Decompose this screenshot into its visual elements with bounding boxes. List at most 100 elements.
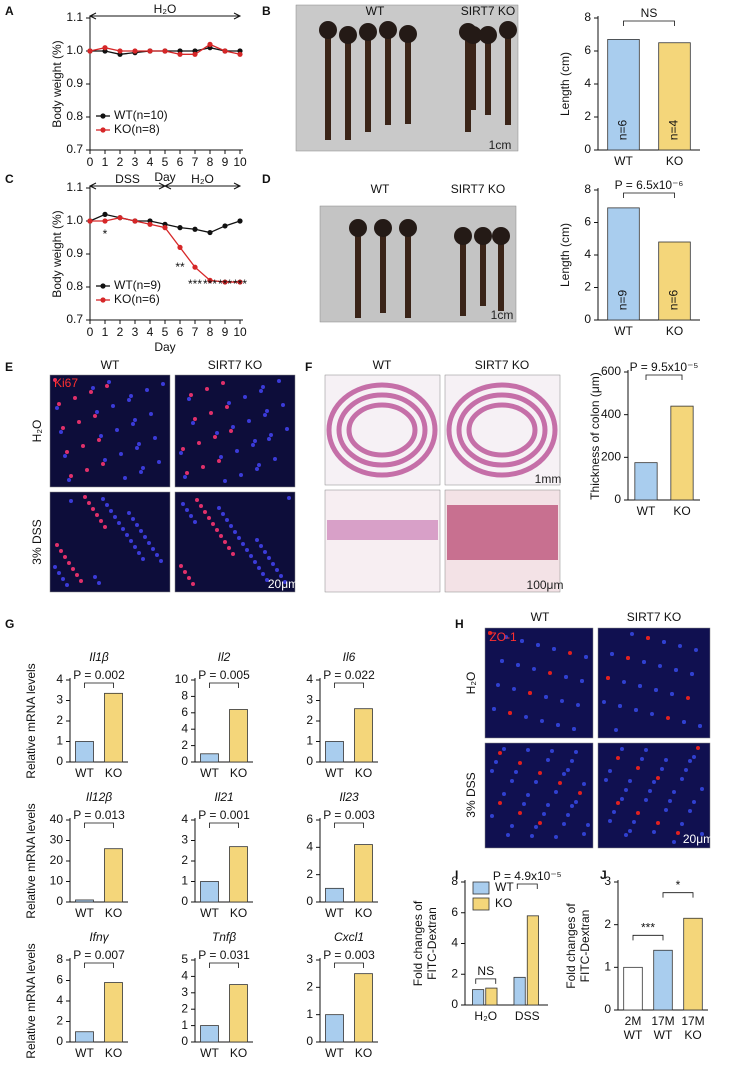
nucleus <box>115 428 119 432</box>
annotation: P = 9.5x10⁻⁵ <box>630 360 699 374</box>
nucleus <box>257 463 261 467</box>
image-label: SIRT7 KO <box>461 4 515 18</box>
y-tick-label: 3 <box>181 833 188 847</box>
x-tick-label: 8 <box>207 325 214 339</box>
nucleus <box>582 782 586 786</box>
x-tick-label: KO <box>105 766 122 780</box>
image-label: WT <box>366 4 385 18</box>
annotation: P = 0.007 <box>73 948 125 962</box>
nucleus <box>91 507 95 511</box>
nucleus <box>492 707 496 711</box>
nucleus <box>566 813 570 817</box>
nucleus <box>235 449 239 453</box>
nucleus <box>644 748 648 752</box>
bracket <box>84 822 114 828</box>
y-tick-label: 8 <box>584 182 591 196</box>
nucleus <box>233 530 237 534</box>
y-axis-title: FITC-Dextran <box>425 907 439 980</box>
x-tick-label: WT <box>654 1028 673 1042</box>
image-label: 1cm <box>489 138 512 152</box>
panel-letter: F <box>305 360 312 374</box>
nucleus <box>624 833 628 837</box>
nucleus <box>61 577 65 581</box>
nucleus <box>107 380 111 384</box>
y-tick-label: 0 <box>584 142 591 156</box>
annotation: P = 0.003 <box>323 948 375 962</box>
arrow-head <box>163 182 172 190</box>
nucleus <box>496 683 500 687</box>
data-point <box>222 48 228 54</box>
x-tick-label: 5 <box>162 155 169 169</box>
nucleus <box>664 758 668 762</box>
nucleus <box>642 660 646 664</box>
x-tick-label: 7 <box>192 155 199 169</box>
x-tick-label: 9 <box>222 155 229 169</box>
y-tick-label: 5 <box>181 952 188 966</box>
nucleus <box>494 760 498 764</box>
nucleus <box>624 788 628 792</box>
annotation: P = 0.005 <box>198 668 250 682</box>
bar <box>200 1025 219 1043</box>
x-tick-label: WT <box>325 1046 344 1060</box>
bar <box>485 987 498 1006</box>
arrow-head <box>233 12 242 20</box>
nucleus <box>241 542 245 546</box>
nucleus <box>660 767 664 771</box>
bracket <box>475 978 497 984</box>
data-point <box>222 279 228 285</box>
nucleus <box>55 543 59 547</box>
colon-tissue <box>325 30 331 140</box>
nucleus <box>684 768 688 772</box>
y-tick-label: 0 <box>584 312 591 326</box>
y-tick-label: 1 <box>56 734 63 748</box>
nucleus <box>219 455 223 459</box>
nucleus <box>251 443 255 447</box>
nucleus <box>570 804 574 808</box>
data-point <box>162 48 168 54</box>
nucleus <box>111 404 115 408</box>
nucleus <box>692 800 696 804</box>
nucleus <box>606 676 610 680</box>
nucleus <box>265 578 269 582</box>
y-tick-label: 8 <box>181 689 188 703</box>
nucleus <box>253 560 257 564</box>
data-point <box>192 226 198 232</box>
nucleus <box>502 792 506 796</box>
nucleus <box>672 840 676 844</box>
nucleus <box>193 417 197 421</box>
chart-title: Tnfβ <box>212 930 236 944</box>
nucleus <box>99 434 103 438</box>
nucleus <box>221 512 225 516</box>
x-tick-label: 6 <box>177 155 184 169</box>
nucleus <box>277 379 281 383</box>
nucleus <box>71 567 75 571</box>
nucleus <box>273 457 277 461</box>
nucleus <box>131 422 135 426</box>
nucleus <box>668 799 672 803</box>
nucleus <box>101 462 105 466</box>
nucleus <box>654 688 658 692</box>
nucleus <box>656 776 660 780</box>
chart-title: Cxcl1 <box>334 930 364 944</box>
y-tick-label: 6 <box>584 43 591 57</box>
nucleus <box>105 384 109 388</box>
bar <box>75 741 94 763</box>
nucleus <box>610 652 614 656</box>
nucleus <box>532 667 536 671</box>
nucleus <box>85 468 89 472</box>
nucleus <box>658 664 662 668</box>
colon-tissue <box>374 219 392 237</box>
annotation: *** <box>203 277 217 291</box>
y-tick-label: 2 <box>181 853 188 867</box>
nucleus <box>259 389 263 393</box>
annotation: *** <box>218 277 232 291</box>
micrograph <box>484 742 594 849</box>
nucleus <box>490 769 494 773</box>
image-label: WT <box>101 358 120 372</box>
image-label: 3% DSS <box>464 772 478 817</box>
y-tick-label: 2 <box>584 109 591 123</box>
nucleus <box>145 388 149 392</box>
bar <box>325 1014 344 1043</box>
nucleus <box>147 541 151 545</box>
